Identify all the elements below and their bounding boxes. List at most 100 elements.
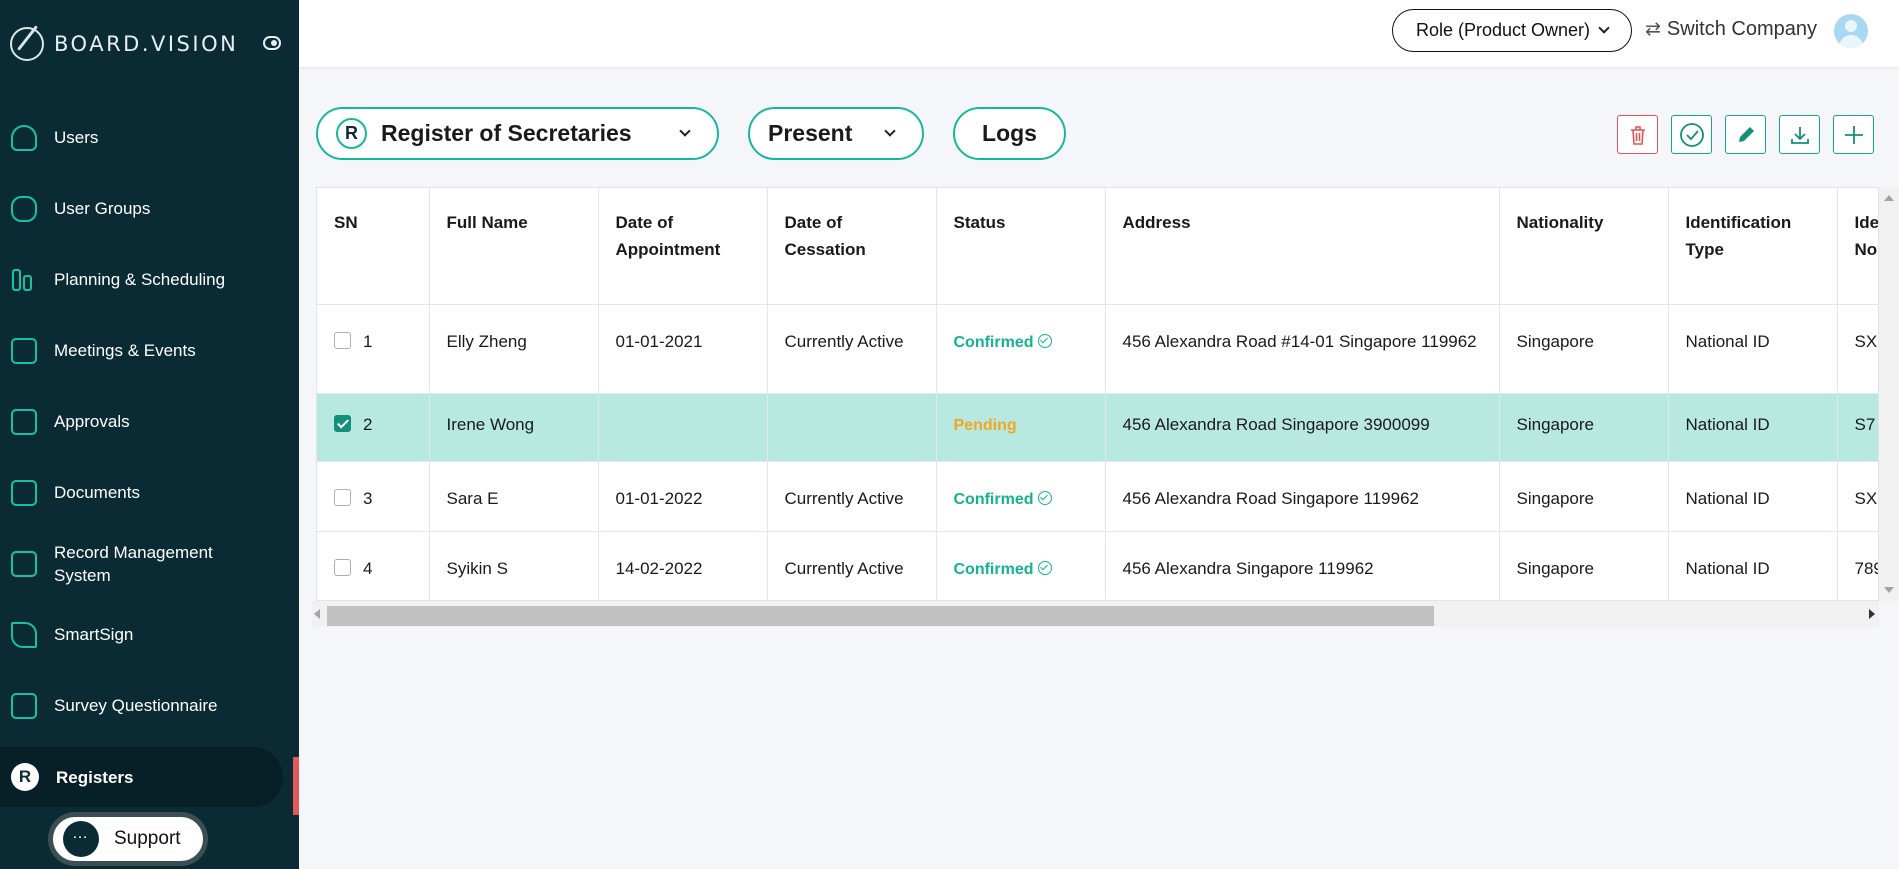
column-header-id-no[interactable]: Identification No bbox=[1837, 188, 1878, 305]
sidebar-item-registers[interactable]: R Registers bbox=[0, 747, 283, 807]
cell-id-no: 789 bbox=[1837, 531, 1878, 600]
table-row-selected[interactable]: 2 Irene Wong Pending 456 Alexandra Road … bbox=[317, 393, 1878, 462]
column-header-sn[interactable]: SN bbox=[317, 188, 430, 305]
row-checkbox[interactable] bbox=[334, 332, 351, 350]
status-badge: Pending bbox=[953, 416, 1017, 434]
sidebar-item-label: Approvals bbox=[54, 412, 130, 431]
row-checkbox[interactable] bbox=[334, 415, 351, 433]
cell-name: Syikin S bbox=[429, 531, 599, 600]
sidebar-item-label: Registers bbox=[56, 767, 134, 787]
cell-cessation bbox=[767, 393, 937, 462]
download-button[interactable] bbox=[1779, 115, 1820, 154]
delete-button[interactable] bbox=[1617, 115, 1658, 154]
sn-value: 1 bbox=[363, 331, 373, 351]
sidebar-item-approvals[interactable]: Approvals bbox=[0, 386, 299, 457]
status-badge: Confirmed bbox=[953, 490, 1034, 508]
column-header-appointment[interactable]: Date of Appointment bbox=[598, 188, 768, 305]
cell-cessation: Currently Active bbox=[767, 461, 937, 532]
column-header-nationality[interactable]: Nationality bbox=[1499, 188, 1669, 305]
cell-nationality: Singapore bbox=[1499, 304, 1669, 394]
logs-button[interactable]: Logs bbox=[953, 107, 1066, 160]
cell-appointment bbox=[598, 393, 768, 462]
table-row[interactable]: 3 Sara E 01-01-2022 Currently Active Con… bbox=[317, 461, 1878, 532]
column-header-cessation[interactable]: Date of Cessation bbox=[767, 188, 937, 305]
cell-id-type: National ID bbox=[1668, 304, 1838, 394]
column-header-address[interactable]: Address bbox=[1105, 188, 1500, 305]
cell-address: 456 Alexandra Singapore 119962 bbox=[1105, 531, 1500, 600]
scroll-right-icon[interactable] bbox=[1869, 609, 1875, 619]
sidebar-toggle-icon[interactable] bbox=[263, 36, 281, 50]
sidebar-item-label: Meetings & Events bbox=[54, 341, 196, 360]
cell-nationality: Singapore bbox=[1499, 461, 1669, 532]
chat-support-icon bbox=[63, 821, 99, 857]
cell-sn: 2 bbox=[317, 393, 430, 462]
sidebar-item-documents[interactable]: Documents bbox=[0, 457, 299, 528]
horizontal-scrollbar[interactable] bbox=[312, 601, 1879, 627]
switch-company-button[interactable]: ⇄ Switch Company bbox=[1645, 18, 1817, 41]
cell-sn: 4 bbox=[317, 531, 430, 600]
sn-value: 3 bbox=[363, 488, 373, 508]
scroll-left-icon[interactable] bbox=[314, 609, 320, 619]
edit-button[interactable] bbox=[1725, 115, 1766, 154]
sidebar-item-user-groups[interactable]: User Groups bbox=[0, 173, 299, 244]
cell-appointment: 14-02-2022 bbox=[598, 531, 768, 600]
check-circle-icon bbox=[1679, 122, 1704, 147]
logo-text: BOARD.VISION bbox=[54, 32, 239, 56]
period-select[interactable]: Present bbox=[748, 107, 924, 160]
column-header-id-type[interactable]: Identification Type bbox=[1668, 188, 1838, 305]
register-table: SN Full Name Date of Appointment Date of… bbox=[316, 187, 1879, 601]
sidebar-item-label: Survey Questionnaire bbox=[54, 696, 218, 715]
cell-id-no: S7 bbox=[1837, 393, 1878, 462]
row-checkbox[interactable] bbox=[334, 489, 351, 507]
sidebar-item-planning[interactable]: Planning & Scheduling bbox=[0, 244, 299, 315]
sidebar-item-label: Planning & Scheduling bbox=[54, 270, 226, 289]
sidebar-item-meetings[interactable]: Meetings & Events bbox=[0, 315, 299, 386]
approve-button[interactable] bbox=[1671, 115, 1712, 154]
scroll-up-icon[interactable] bbox=[1884, 195, 1894, 201]
pencil-icon bbox=[1738, 126, 1754, 142]
approvals-icon bbox=[11, 408, 37, 435]
cell-id-no: SX bbox=[1837, 461, 1878, 532]
chevron-down-icon bbox=[1598, 22, 1610, 34]
sidebar-item-smartsign[interactable]: SmartSign bbox=[0, 599, 299, 670]
sn-value: 4 bbox=[363, 558, 373, 578]
column-header-full-name[interactable]: Full Name bbox=[429, 188, 599, 305]
row-checkbox[interactable] bbox=[334, 559, 351, 577]
period-select-value: Present bbox=[768, 120, 853, 146]
column-header-status[interactable]: Status bbox=[936, 188, 1106, 305]
cell-status: Confirmed bbox=[936, 461, 1106, 532]
sidebar-item-label: SmartSign bbox=[54, 625, 134, 644]
sidebar-item-survey[interactable]: Survey Questionnaire bbox=[0, 670, 299, 741]
role-dropdown[interactable]: Role (Product Owner) bbox=[1392, 9, 1632, 52]
switch-company-label: Switch Company bbox=[1666, 18, 1817, 40]
status-badge: Confirmed bbox=[953, 560, 1034, 578]
cell-status: Pending bbox=[936, 393, 1106, 462]
avatar[interactable] bbox=[1834, 14, 1868, 48]
sn-value: 2 bbox=[363, 414, 373, 434]
cell-name: Sara E bbox=[429, 461, 599, 532]
top-header: Role (Product Owner) ⇄ Switch Company bbox=[299, 0, 1899, 67]
record-icon bbox=[11, 550, 37, 577]
table-row[interactable]: 4 Syikin S 14-02-2022 Currently Active C… bbox=[317, 531, 1878, 600]
register-select[interactable]: R Register of Secretaries bbox=[316, 107, 719, 160]
app-logo[interactable]: BOARD.VISION bbox=[10, 24, 238, 64]
vertical-scrollbar[interactable] bbox=[1879, 187, 1899, 601]
registers-icon: R bbox=[11, 763, 39, 791]
chevron-down-icon bbox=[884, 125, 896, 137]
pen-icon bbox=[11, 621, 37, 648]
cell-cessation: Currently Active bbox=[767, 304, 937, 394]
add-button[interactable] bbox=[1833, 115, 1874, 154]
cell-status: Confirmed bbox=[936, 531, 1106, 600]
scroll-down-icon[interactable] bbox=[1884, 587, 1894, 593]
scrollbar-thumb[interactable] bbox=[327, 606, 1434, 626]
sidebar-item-records[interactable]: Record Management System bbox=[0, 528, 299, 599]
survey-icon bbox=[11, 692, 37, 719]
support-button[interactable]: Support bbox=[48, 812, 208, 866]
documents-icon bbox=[11, 479, 37, 506]
sidebar-item-users[interactable]: Users bbox=[0, 102, 299, 173]
bar-chart-icon bbox=[11, 267, 37, 293]
cell-id-type: National ID bbox=[1668, 461, 1838, 532]
register-select-value: Register of Secretaries bbox=[381, 120, 632, 146]
table-row[interactable]: 1 Elly Zheng 01-01-2021 Currently Active… bbox=[317, 304, 1878, 394]
calendar-icon bbox=[11, 337, 37, 364]
